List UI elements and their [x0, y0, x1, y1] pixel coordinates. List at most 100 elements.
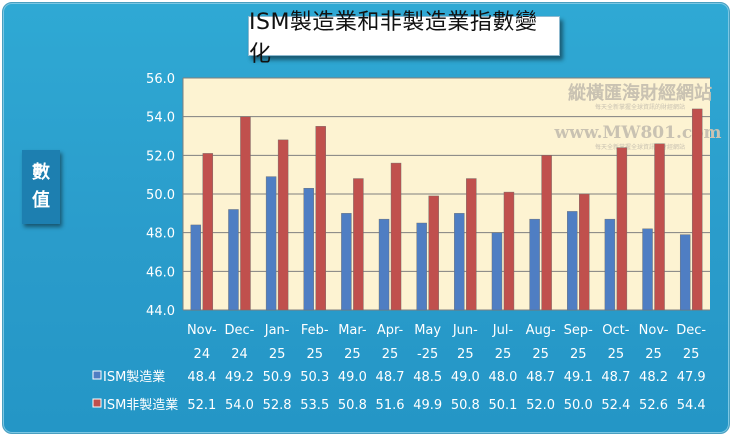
- y-tick-label: 54.0: [146, 111, 175, 126]
- bar-non-manufacturing: [541, 155, 552, 311]
- bar-manufacturing: [567, 211, 578, 311]
- watermark-line-4: 每天全新掌握全球資訊的財經網站: [595, 143, 685, 151]
- data-label: 49.9: [413, 398, 442, 413]
- data-label: 52.0: [526, 398, 555, 413]
- watermark-line-2: 每天全新掌握全球資訊的財經網站: [595, 103, 685, 111]
- legend-label-non-manufacturing: ISM非製造業: [103, 397, 178, 413]
- x-tick-label-line-1: Apr-: [377, 323, 404, 338]
- bar-manufacturing: [491, 232, 503, 311]
- bar-manufacturing: [454, 213, 465, 311]
- bar-non-manufacturing: [466, 178, 477, 311]
- bar-manufacturing: [529, 218, 540, 311]
- data-label: 48.4: [187, 370, 216, 385]
- x-tick-label-line-1: Jan-: [264, 323, 290, 338]
- data-label: 54.4: [677, 398, 706, 413]
- bar-non-manufacturing: [315, 126, 326, 311]
- x-tick-label-line-1: Dec-: [676, 323, 706, 338]
- bar-non-manufacturing: [428, 195, 439, 311]
- bar-manufacturing: [679, 234, 691, 311]
- x-tick-label-line-1: Nov-: [639, 323, 669, 338]
- data-label: 51.6: [376, 398, 405, 413]
- bar-non-manufacturing: [654, 143, 665, 311]
- data-label: 48.7: [376, 370, 405, 385]
- data-label: 53.5: [300, 398, 329, 413]
- legend-key-non-manufacturing: [92, 398, 102, 408]
- y-tick-label: 52.0: [146, 149, 175, 164]
- y-tick-label: 44.0: [146, 304, 175, 319]
- y-tick-label: 50.0: [146, 188, 175, 203]
- data-label: 48.7: [526, 370, 555, 385]
- x-tick-label-line-2: 25: [532, 347, 549, 362]
- x-tick-label-line-1: Nov-: [187, 323, 217, 338]
- legend-label-manufacturing: ISM製造業: [103, 369, 165, 385]
- x-tick-label-line-1: Jun-: [452, 323, 478, 338]
- data-label: 49.1: [564, 370, 593, 385]
- data-label: 52.8: [263, 398, 292, 413]
- bar-non-manufacturing: [353, 178, 364, 311]
- x-tick-label-line-1: Aug-: [526, 323, 556, 338]
- bar-non-manufacturing: [616, 147, 628, 311]
- x-tick-label-line-1: Jul-: [492, 323, 514, 338]
- data-label: 50.3: [300, 370, 329, 385]
- bar-manufacturing: [604, 218, 616, 311]
- x-tick-label-line-1: May: [414, 323, 441, 338]
- data-label: 50.8: [338, 398, 367, 413]
- x-tick-label-line-2: 25: [645, 347, 662, 362]
- y-axis-label-char-2: 值: [32, 190, 50, 211]
- x-tick-label-line-2: 25: [269, 347, 286, 362]
- bar-non-manufacturing: [277, 139, 289, 311]
- bar-manufacturing: [341, 213, 352, 311]
- bar-non-manufacturing: [503, 191, 515, 311]
- data-label: 48.2: [639, 370, 668, 385]
- data-label: 47.9: [677, 370, 706, 385]
- data-label: 50.8: [451, 398, 480, 413]
- data-label: 52.6: [639, 398, 668, 413]
- bar-manufacturing: [303, 187, 314, 311]
- y-axis-label-char-1: 數: [32, 162, 50, 183]
- x-tick-label-line-2: 25: [608, 347, 625, 362]
- x-tick-label-line-2: 25: [344, 347, 361, 362]
- watermark-line-1: 縱橫匯海財經網站: [568, 82, 712, 104]
- data-label: 48.7: [601, 370, 630, 385]
- data-label: 49.0: [451, 370, 480, 385]
- data-label: 52.1: [187, 398, 216, 413]
- y-tick-label: 48.0: [146, 227, 175, 242]
- bar-manufacturing: [228, 209, 239, 311]
- bar-manufacturing: [416, 222, 427, 311]
- x-tick-label-line-1: Feb-: [301, 323, 329, 338]
- x-tick-label-line-1: Sep-: [564, 323, 594, 338]
- x-tick-label-line-1: Mar-: [338, 323, 367, 338]
- bar-non-manufacturing: [240, 116, 251, 311]
- bar-manufacturing: [190, 224, 202, 311]
- x-tick-label-line-2: 24: [194, 347, 211, 362]
- x-tick-label-line-2: 25: [306, 347, 323, 362]
- x-tick-label-line-2: 25: [570, 347, 587, 362]
- y-tick-label: 46.0: [146, 265, 175, 280]
- y-axis-label: 數 值: [22, 150, 60, 224]
- x-tick-label-line-1: Oct-: [602, 323, 629, 338]
- bar-manufacturing: [378, 218, 390, 311]
- bar-non-manufacturing: [579, 193, 590, 311]
- bar-non-manufacturing: [691, 108, 703, 311]
- x-tick-label-line-2: 25: [457, 347, 474, 362]
- data-label: 50.0: [564, 398, 593, 413]
- bar-non-manufacturing: [390, 162, 402, 311]
- bar-non-manufacturing: [202, 153, 214, 311]
- watermark-line-3: www.MW801.com: [553, 123, 721, 143]
- data-label: 50.1: [488, 398, 517, 413]
- data-label: 48.0: [488, 370, 517, 385]
- data-label: 49.0: [338, 370, 367, 385]
- x-tick-label-line-2: -25: [417, 347, 438, 362]
- data-label: 52.4: [601, 398, 630, 413]
- legend-key-manufacturing: [92, 370, 102, 380]
- x-tick-label-line-2: 25: [683, 347, 700, 362]
- bar-manufacturing: [265, 176, 277, 311]
- x-tick-label-line-2: 25: [382, 347, 399, 362]
- data-label: 50.9: [263, 370, 292, 385]
- x-tick-label-line-2: 25: [495, 347, 512, 362]
- data-label: 48.5: [413, 370, 442, 385]
- data-label: 49.2: [225, 370, 254, 385]
- y-tick-label: 56.0: [146, 72, 175, 87]
- data-label: 54.0: [225, 398, 254, 413]
